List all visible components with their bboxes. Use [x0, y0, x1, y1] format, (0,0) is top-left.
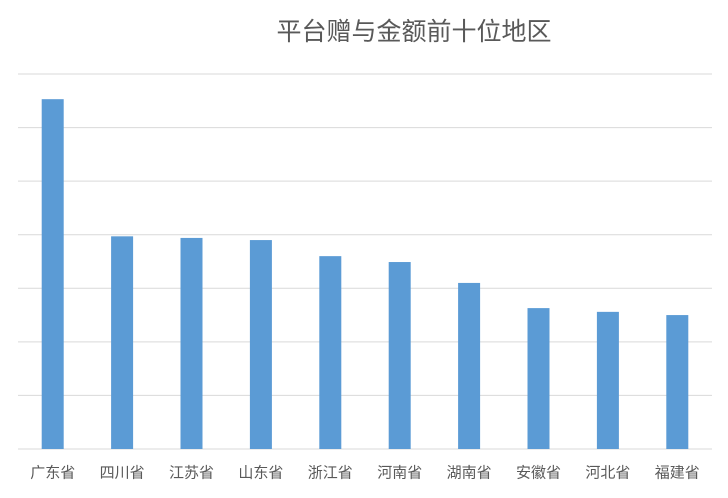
x-tick-label: 广东省 — [30, 464, 75, 482]
x-tick-label: 河北省 — [585, 464, 630, 482]
bar — [180, 237, 203, 449]
x-tick-label: 河南省 — [377, 464, 422, 482]
bar — [388, 262, 411, 449]
x-tick-label: 浙江省 — [308, 464, 353, 482]
chart-title: 平台赠与金额前十位地区 — [276, 17, 551, 46]
bar — [596, 311, 619, 449]
x-tick-label: 湖南省 — [447, 464, 492, 482]
x-tick-label: 江苏省 — [169, 464, 214, 482]
bar — [666, 315, 689, 449]
x-tick-label: 四川省 — [100, 464, 145, 482]
bar — [458, 282, 481, 449]
bar — [41, 99, 64, 449]
x-tick-label: 福建省 — [655, 464, 700, 482]
bar — [111, 236, 134, 449]
x-tick-label: 安徽省 — [516, 464, 561, 482]
bar — [527, 308, 550, 449]
bar — [319, 256, 342, 449]
x-tick-label: 山东省 — [238, 464, 283, 482]
bar — [249, 240, 272, 449]
